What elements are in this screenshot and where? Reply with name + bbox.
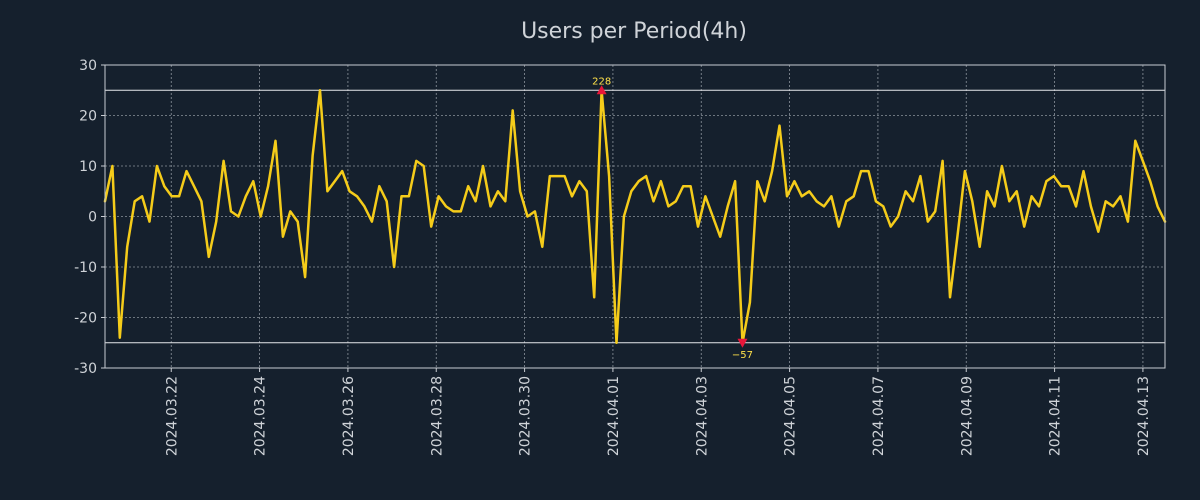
y-tick-label: 20	[79, 109, 97, 125]
x-tick-label: 2024.04.07	[871, 376, 887, 456]
annotation-marker	[737, 338, 748, 348]
x-tick-label: 2024.04.11	[1048, 376, 1064, 456]
annotation-label: −57	[732, 350, 753, 361]
y-tick-label: -30	[74, 361, 97, 377]
x-tick-label: 2024.04.01	[606, 376, 622, 456]
series-line	[103, 89, 1167, 345]
y-tick-label: -20	[74, 311, 97, 327]
series-layer	[103, 89, 1167, 345]
annotation-layer: 228 −57	[592, 76, 753, 361]
threshold-layer	[105, 89, 1165, 344]
y-tick-label: 10	[79, 159, 97, 175]
x-tick-label: 2024.03.24	[253, 376, 269, 456]
y-tick-label: 0	[88, 210, 97, 226]
annotation-marker	[596, 85, 607, 95]
grid-layer	[105, 65, 1165, 368]
x-tick-label: 2024.03.26	[341, 376, 357, 456]
x-tick-label: 2024.03.30	[518, 376, 534, 456]
x-tick-label: 2024.04.03	[694, 376, 710, 456]
annotation-label: 228	[592, 76, 611, 87]
x-tick-label: 2024.03.28	[429, 376, 445, 456]
x-axis: 2024.03.22 2024.03.24 2024.03.26 2024.03.28…	[164, 368, 1152, 456]
x-tick-label: 2024.04.13	[1136, 376, 1152, 456]
x-tick-label: 2024.03.22	[164, 376, 180, 456]
chart-title: Users per Period(4h)	[521, 19, 747, 44]
y-tick-label: 30	[79, 58, 97, 74]
x-tick-label: 2024.04.05	[783, 376, 799, 456]
y-tick-label: -10	[74, 260, 97, 276]
y-axis: 30 20 10 0 -10 -20 -30	[74, 58, 105, 377]
x-tick-label: 2024.04.09	[959, 376, 975, 456]
